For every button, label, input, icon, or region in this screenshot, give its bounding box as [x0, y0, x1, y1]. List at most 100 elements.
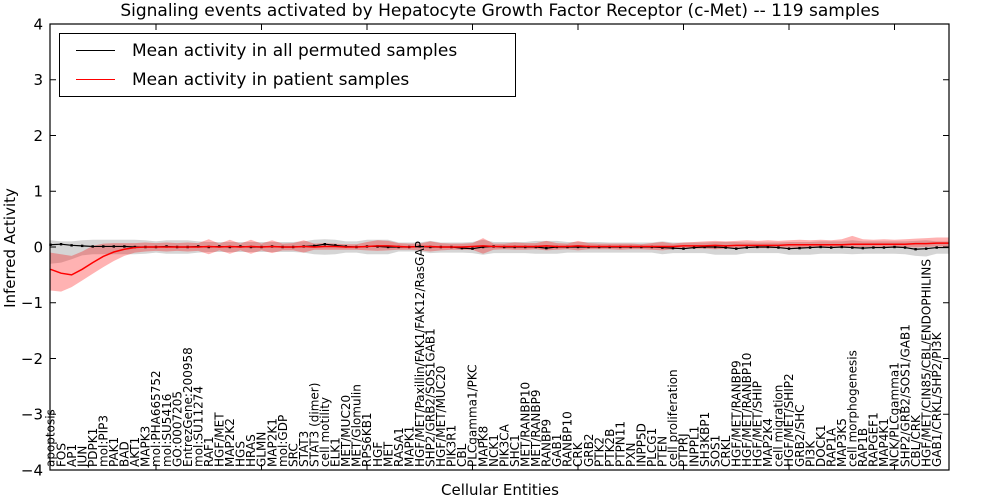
x-tick-label: mol:SU5416 — [160, 394, 174, 467]
x-tick-label: PTK2 — [592, 437, 606, 467]
y-tick-label: 1 — [33, 183, 43, 201]
marker — [861, 246, 865, 250]
marker — [724, 246, 727, 249]
y-tick-label: −1 — [21, 294, 43, 312]
x-tick-label: HGF/MET/SHIP — [751, 381, 765, 467]
marker — [798, 246, 801, 250]
marker — [872, 246, 875, 249]
x-tick-label: HGF/MET/RANBP10 — [740, 353, 754, 467]
marker — [777, 246, 780, 249]
x-tick-label: JUN — [75, 446, 89, 468]
y-tick-label: −2 — [21, 350, 43, 368]
x-tick-label: cell proliferation — [666, 369, 680, 467]
x-tick-label: HGF/MET/RANBP9 — [729, 360, 743, 467]
y-tick-label: 2 — [33, 127, 43, 145]
x-tick-label: PAK1 — [107, 437, 121, 467]
marker — [819, 245, 822, 249]
marker — [481, 245, 485, 249]
x-tick-label: CRKL — [719, 435, 733, 467]
x-tick-label: STAT3 (dimer) — [307, 383, 321, 467]
x-tick-label: mol:PIP3 — [96, 415, 110, 467]
marker — [102, 245, 105, 248]
x-tick-label: HGF/MET/MUC20 — [434, 366, 448, 467]
x-tick-label: PLCG1 — [645, 428, 659, 467]
marker — [787, 247, 791, 250]
x-tick-label: GRB2/SHC — [793, 404, 807, 467]
marker — [745, 246, 748, 249]
marker — [671, 246, 675, 250]
y-axis-label: Inferred Activity — [1, 188, 19, 308]
marker — [460, 246, 464, 250]
x-tick-label: FOS — [54, 443, 68, 467]
marker — [830, 246, 833, 249]
x-tick-label: MET/MUC20 — [339, 395, 353, 467]
marker — [935, 246, 938, 249]
chart-title: Signaling events activated by Hepatocyte… — [120, 1, 880, 21]
x-tick-label: MAPK1 — [402, 426, 416, 467]
x-tick-label: PIK3CA — [497, 423, 511, 467]
x-tick-label: cell morphogenesis — [846, 350, 860, 467]
x-tick-label: HRAS — [244, 434, 258, 467]
x-tick-label: mol:GDP — [276, 415, 290, 467]
x-tick-label: cell motility — [318, 397, 332, 467]
x-tick-label: GO:0007205 — [170, 391, 184, 467]
marker — [808, 246, 812, 249]
legend-item-permuted: Mean activity in all permuted samples — [76, 39, 515, 63]
x-tick-label: EntrezGene:200958 — [181, 347, 195, 467]
x-tick-label: SHP2/GRB2/SOS1/GAB1 — [898, 324, 912, 467]
legend-line-red — [76, 79, 115, 80]
marker — [386, 245, 390, 249]
x-tick-label: PI3K — [803, 440, 817, 467]
x-tick-label: MAP2K4 — [761, 418, 775, 467]
x-tick-label: INPPL1 — [687, 426, 701, 467]
x-tick-label: MAP4K1 — [877, 418, 891, 467]
marker — [882, 246, 886, 249]
x-tick-label: cell migration — [772, 385, 786, 467]
marker — [756, 245, 759, 249]
x-tick-label: GAB1 — [550, 434, 564, 467]
legend-item-patient: Mean activity in patient samples — [76, 68, 515, 92]
x-tick-label: NCK1 — [487, 434, 501, 467]
x-tick-label: INPP5D — [635, 423, 649, 467]
marker — [471, 247, 474, 250]
marker — [914, 248, 917, 251]
marker — [123, 245, 126, 248]
legend-line-black — [76, 50, 115, 51]
x-tick-label: RAP1B — [856, 428, 870, 467]
x-tick-label: PTK2B — [603, 429, 617, 467]
x-tick-label: AP1 — [65, 444, 79, 467]
x-tick-label: HGF/MET/SHIP2 — [782, 373, 796, 467]
x-tick-label: RAF1 — [202, 436, 216, 467]
marker — [334, 244, 337, 247]
marker — [112, 245, 115, 248]
legend-label-patient: Mean activity in patient samples — [132, 69, 410, 90]
x-tick-label: RAP1A — [824, 427, 838, 467]
x-tick-label: PTEN — [656, 436, 670, 467]
legend-label-permuted: Mean activity in all permuted samples — [132, 40, 458, 61]
x-tick-label: CBL — [455, 443, 469, 467]
x-tick-label: mol:SU11274 — [191, 386, 205, 467]
x-tick-label: SH3KBP1 — [698, 412, 712, 467]
x-tick-label: MAP2K2 — [223, 418, 237, 467]
x-tick-label: MAP3K5 — [835, 418, 849, 467]
y-tick-label: 0 — [33, 238, 43, 256]
x-tick-label: apoptosis — [44, 409, 58, 467]
marker — [851, 246, 854, 249]
x-tick-label: MET/RANBP9 — [529, 390, 543, 467]
marker — [703, 245, 706, 249]
x-tick-label: STAT3 — [297, 431, 311, 467]
x-tick-label: GAB1/CRKL/SHP2/PI3K — [930, 331, 944, 467]
marker — [840, 245, 843, 249]
x-tick-label: PDPK1 — [86, 428, 100, 467]
marker — [713, 245, 717, 249]
x-tick-label: GLMN — [255, 432, 269, 467]
x-tick-label: BAD — [118, 441, 132, 467]
x-tick-label: RAPGEF1 — [867, 412, 881, 467]
x-tick-label: SOS1 — [708, 435, 722, 467]
x-tick-label: HGF/MET/CIN85/CBL/ENDOPHILINS — [919, 259, 933, 467]
x-tick-label: CRK — [571, 441, 585, 467]
marker — [545, 246, 548, 250]
y-tick-label: −3 — [21, 406, 43, 424]
axes-box — [49, 23, 950, 471]
